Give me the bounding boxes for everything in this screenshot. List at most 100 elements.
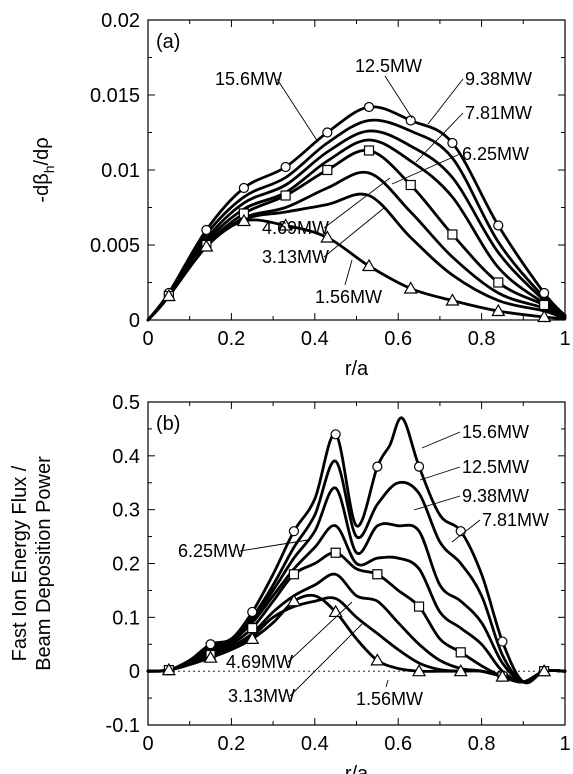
- series-label-leader: [415, 112, 464, 163]
- data-point-circle: [413, 461, 425, 472]
- series-label-leader: [419, 466, 461, 481]
- y-tick-label: 0.4: [112, 446, 140, 468]
- data-point-triangle: [161, 662, 176, 676]
- data-point-square: [322, 164, 333, 176]
- data-point-circle: [497, 636, 508, 647]
- series-label: 4.69MW: [226, 652, 293, 672]
- series-line-15-6mw: [146, 105, 567, 322]
- data-point-triangle: [361, 258, 377, 272]
- data-point-circle: [330, 429, 341, 440]
- data-point-circle: [201, 224, 212, 236]
- data-point-circle: [280, 161, 291, 173]
- data-point-triangle: [445, 293, 460, 306]
- panel-b: 0 0.2 0.4 0.6 0.8 1-0.100.10.20.30.40.5r/aFas…: [9, 392, 571, 774]
- series-label-leader: [287, 601, 353, 663]
- x-tick-label: 1: [559, 733, 570, 755]
- series-label-leader: [413, 495, 461, 511]
- data-point-square: [539, 299, 550, 311]
- data-point-circle: [238, 182, 250, 194]
- data-point-triangle: [328, 604, 343, 618]
- data-point-circle: [247, 606, 258, 618]
- series-label-leader: [427, 78, 464, 125]
- data-point-triangle: [245, 631, 260, 644]
- data-point-square: [455, 647, 466, 658]
- series-line-12-5mw: [146, 459, 567, 684]
- x-tick-label: 1: [559, 328, 570, 350]
- series-label: 3.13MW: [262, 247, 329, 267]
- x-axis-label: r/a: [345, 763, 369, 774]
- data-point-triangle: [203, 650, 218, 663]
- series-label: 7.81MW: [465, 103, 532, 123]
- x-tick-label: 0.6: [384, 733, 412, 755]
- data-point-triangle: [161, 288, 176, 302]
- data-point-square: [405, 179, 416, 191]
- data-point-circle: [493, 220, 504, 231]
- x-tick-label: 0.4: [301, 328, 329, 350]
- series-label: 6.25MW: [178, 541, 245, 561]
- data-point-square: [372, 569, 383, 580]
- series-label-leader: [391, 153, 461, 185]
- y-tick-label: 0.3: [112, 500, 140, 522]
- y-tick-label: 0.015: [90, 85, 140, 107]
- series-label: 9.38MW: [465, 69, 532, 89]
- x-tick-label: 0.8: [468, 733, 496, 755]
- series-label: 1.56MW: [356, 689, 423, 709]
- series-line-1-56mw: [146, 593, 567, 684]
- data-point-square: [280, 190, 291, 201]
- series-label-leader: [276, 78, 319, 143]
- data-point-triangle: [320, 230, 335, 243]
- panel-label: (b): [156, 413, 180, 435]
- data-point-square: [447, 229, 458, 240]
- data-point-square: [330, 547, 341, 558]
- panel-a: 0 0.2 0.4 0.6 0.8 1 0 0.005 0.01 0.015 0.02 r/a -dβh…: [31, 10, 571, 380]
- y-tick-label: 0.02: [101, 10, 140, 32]
- series-label: 3.13MW: [228, 686, 295, 706]
- series-label: 12.5MW: [462, 457, 529, 477]
- y-axis-label: -dβh/dρ: [31, 137, 57, 202]
- x-tick-label: 0.4: [301, 733, 329, 755]
- data-point-triangle: [236, 213, 251, 227]
- data-point-circle: [455, 526, 466, 537]
- data-point-triangle: [537, 309, 552, 323]
- series-label-leader: [384, 75, 413, 119]
- series-line-7-81mw: [146, 524, 567, 684]
- series-label-leader: [421, 431, 461, 449]
- data-point-circle: [322, 127, 333, 138]
- data-point-circle: [447, 137, 458, 149]
- y-tick-label: 0.1: [112, 607, 140, 629]
- data-point-circle: [405, 115, 416, 126]
- series-label: 15.6MW: [215, 69, 282, 89]
- series-label-leader: [239, 539, 309, 552]
- x-tick-label: 0.2: [217, 733, 245, 755]
- data-point-square: [288, 569, 300, 580]
- data-point-circle: [372, 461, 383, 472]
- y-tick-label: 0.5: [112, 392, 140, 414]
- series-label: 1.56MW: [315, 287, 382, 307]
- x-tick-label: 0.8: [468, 328, 496, 350]
- y-tick-label: -0.1: [106, 715, 140, 737]
- x-tick-label: 0.6: [384, 328, 412, 350]
- series-label-leader: [323, 207, 385, 258]
- y-tick-label: 0.2: [112, 554, 140, 576]
- series-label-leader: [289, 623, 363, 697]
- data-point-triangle: [370, 653, 385, 666]
- data-point-triangle: [199, 239, 214, 252]
- data-point-circle: [539, 287, 550, 299]
- data-point-triangle: [278, 218, 293, 231]
- y-tick-label: 0.01: [101, 160, 140, 182]
- data-point-circle: [363, 101, 375, 113]
- y-axis-label-line1: Fast Ion Energy Flux /: [9, 465, 31, 661]
- series-label: 7.81MW: [482, 510, 549, 530]
- data-point-triangle: [453, 663, 468, 677]
- x-tick-label: 0.2: [217, 328, 245, 350]
- data-point-triangle: [286, 593, 301, 607]
- series-label-leader: [451, 519, 481, 543]
- x-axis-label: r/a: [345, 358, 369, 380]
- data-point-triangle: [412, 663, 427, 677]
- series-label-leader: [344, 259, 353, 286]
- y-tick-label: 0.005: [90, 235, 140, 257]
- data-point-square: [247, 622, 258, 634]
- data-point-triangle: [491, 303, 506, 317]
- x-tick-label: 0: [142, 328, 153, 350]
